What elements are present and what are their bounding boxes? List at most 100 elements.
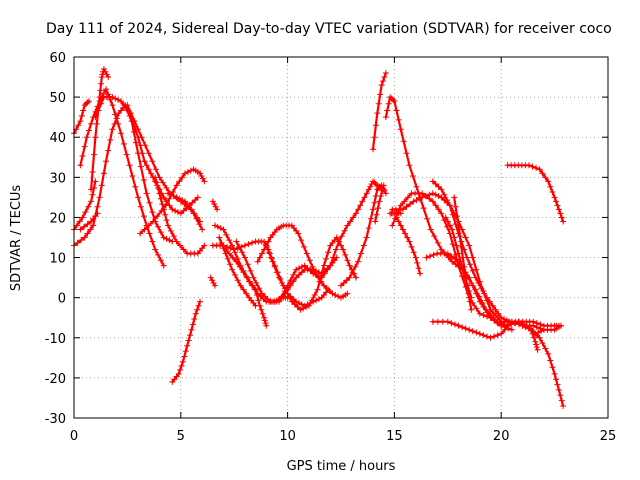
data-point — [417, 270, 424, 277]
data-point — [254, 258, 261, 265]
data-point — [371, 179, 378, 186]
data-point — [258, 306, 265, 313]
data-point — [313, 271, 320, 278]
data-point — [555, 206, 562, 213]
grid — [74, 57, 608, 418]
data-point — [338, 233, 345, 240]
data-point — [449, 211, 456, 218]
data-point — [77, 118, 84, 125]
data-point — [505, 322, 512, 329]
data-point — [530, 334, 537, 341]
data-point — [412, 254, 419, 261]
data-point — [438, 210, 445, 217]
data-point — [167, 227, 174, 234]
data-point — [536, 334, 543, 341]
data-point — [258, 250, 265, 257]
data-point — [159, 201, 166, 208]
data-point — [100, 66, 107, 73]
data-point — [438, 194, 445, 201]
data-point — [244, 274, 251, 281]
data-point — [124, 102, 131, 109]
data-point — [184, 342, 191, 349]
data-point — [483, 309, 490, 316]
data-point — [431, 233, 438, 240]
data-point — [109, 126, 116, 133]
series-line — [209, 276, 217, 287]
data-point — [93, 120, 100, 127]
data-point — [264, 296, 271, 303]
data-point — [314, 286, 321, 293]
data-point — [297, 306, 304, 313]
data-point — [88, 198, 95, 205]
data-point — [137, 230, 144, 237]
data-point — [547, 357, 554, 364]
data-point — [341, 227, 348, 234]
data-point — [234, 277, 241, 284]
data-point — [435, 206, 442, 213]
data-point — [409, 172, 416, 179]
data-point — [399, 206, 406, 213]
data-point — [201, 178, 208, 185]
data-point — [132, 183, 139, 190]
data-point — [94, 210, 101, 217]
data-point — [163, 185, 170, 192]
data-point — [315, 296, 322, 303]
data-point — [310, 270, 317, 277]
series-arc-36 — [429, 318, 565, 341]
data-point — [298, 301, 305, 308]
data-point — [330, 254, 337, 261]
data-point — [135, 194, 142, 201]
data-point — [246, 278, 253, 285]
data-point — [424, 215, 431, 222]
data-point — [252, 286, 259, 293]
y-tick-label: 0 — [58, 292, 66, 307]
data-point — [160, 234, 167, 241]
data-point — [423, 254, 430, 261]
data-point — [199, 226, 206, 233]
series-arc-28 — [370, 70, 389, 153]
data-point — [335, 238, 342, 245]
data-point — [140, 177, 147, 184]
x-tick-label: 25 — [600, 429, 617, 444]
data-point — [278, 293, 285, 300]
data-point — [244, 261, 251, 268]
data-point — [149, 209, 156, 216]
data-point — [181, 353, 188, 360]
series-line — [72, 180, 97, 231]
data-point — [138, 134, 145, 141]
series-arc-11 — [152, 174, 208, 257]
data-point — [160, 262, 167, 269]
data-point — [301, 262, 308, 269]
data-point — [224, 243, 231, 250]
data-point — [361, 194, 368, 201]
data-point — [444, 318, 451, 325]
data-point — [371, 199, 378, 206]
data-point — [290, 278, 297, 285]
data-point — [449, 226, 456, 233]
data-series — [71, 66, 567, 409]
data-point — [449, 241, 456, 248]
data-point — [240, 286, 247, 293]
data-point — [525, 325, 532, 332]
data-point — [549, 189, 556, 196]
data-point — [442, 214, 449, 221]
data-point — [355, 258, 362, 265]
data-point — [352, 274, 359, 281]
data-point — [473, 266, 480, 273]
y-tick-label: 20 — [49, 211, 66, 226]
data-point — [79, 214, 86, 221]
data-point — [132, 139, 139, 146]
data-point — [458, 243, 465, 250]
data-point — [105, 74, 112, 81]
data-point — [83, 134, 90, 141]
data-point — [195, 302, 202, 309]
data-point — [286, 293, 293, 300]
data-point — [429, 178, 436, 185]
data-point — [226, 237, 233, 244]
data-point — [73, 222, 80, 229]
data-point — [152, 174, 159, 181]
series-arc-21 — [254, 222, 351, 301]
series-line — [506, 164, 565, 223]
data-point — [261, 293, 268, 300]
data-point — [184, 168, 191, 175]
